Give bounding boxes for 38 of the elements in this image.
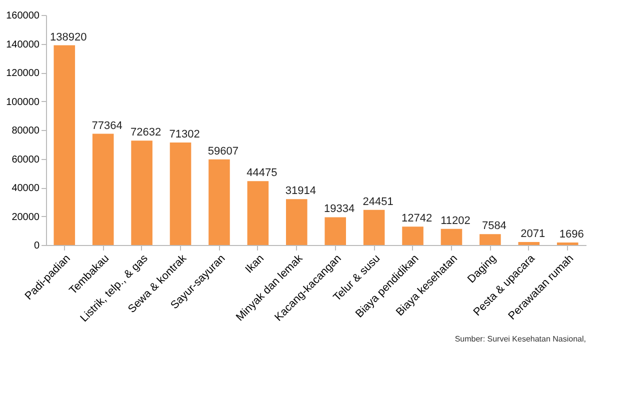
data-label: 72632 xyxy=(130,126,162,139)
bar xyxy=(54,45,76,245)
data-label: 2071 xyxy=(520,228,546,240)
y-tick-label: 160000 xyxy=(6,10,40,22)
y-tick-label: 100000 xyxy=(6,96,40,108)
y-tick-label: 0 xyxy=(34,240,40,252)
bar xyxy=(480,234,501,245)
y-tick-label: 120000 xyxy=(6,68,40,79)
bar xyxy=(92,134,114,245)
data-label: 1696 xyxy=(559,228,584,241)
data-label: 59607 xyxy=(208,145,239,158)
text: Sumber: Survei Kesehatan Nasional, xyxy=(454,334,586,344)
data-label: 7584 xyxy=(482,220,506,232)
data-label: 77364 xyxy=(92,120,122,132)
y-tick-label: 80000 xyxy=(12,126,40,136)
bar xyxy=(170,142,192,245)
data-label: 138920 xyxy=(50,31,87,44)
bar xyxy=(131,140,152,245)
data-label: 11202 xyxy=(440,214,470,227)
y-tick-label: 20000 xyxy=(12,212,40,223)
data-label: 24451 xyxy=(362,196,394,208)
y-tick-label: 40000 xyxy=(12,183,40,194)
bar xyxy=(518,242,540,245)
bar xyxy=(324,217,346,245)
data-label: 12742 xyxy=(401,212,432,225)
data-label: 31914 xyxy=(285,185,316,198)
bar xyxy=(440,228,462,245)
y-tick-label: 140000 xyxy=(6,39,40,50)
bar xyxy=(247,181,269,245)
x-tick-label: Ikan xyxy=(243,252,266,276)
bar xyxy=(402,226,424,245)
y-tick-label: 60000 xyxy=(12,154,40,166)
data-label: 44475 xyxy=(246,167,278,180)
data-label: 19334 xyxy=(324,203,355,216)
bar xyxy=(208,159,230,245)
bar xyxy=(286,199,308,245)
data-label: 71302 xyxy=(169,128,200,141)
bar xyxy=(363,210,385,245)
